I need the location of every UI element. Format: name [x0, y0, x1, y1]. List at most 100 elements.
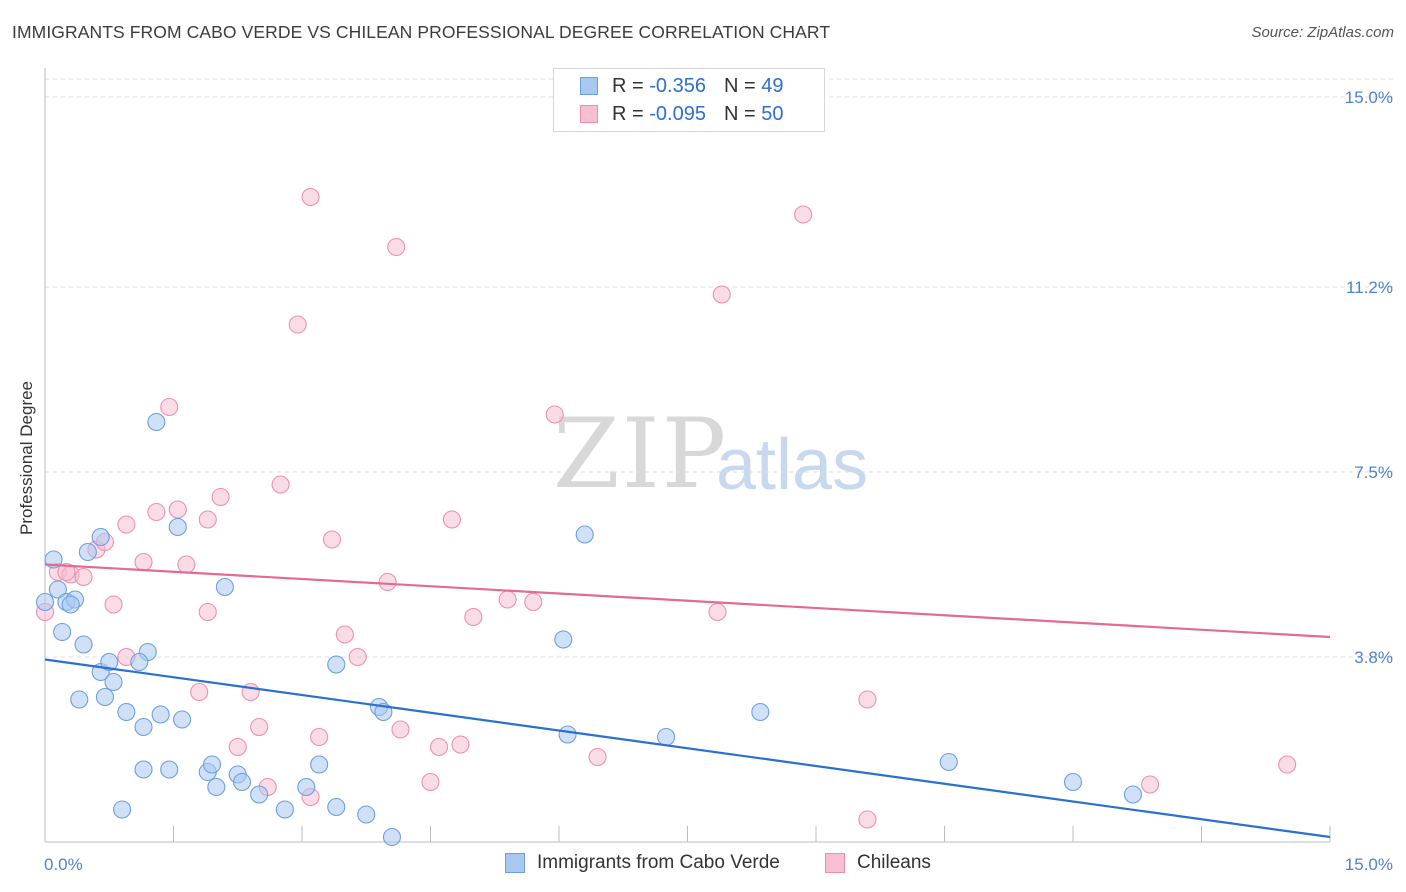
cabo-verde-point	[104, 672, 123, 692]
chilean-point	[387, 237, 406, 257]
watermark-zip: ZIP	[553, 398, 729, 510]
cabo-verde-point	[117, 702, 136, 722]
chilean-point	[134, 552, 153, 572]
chart-title: IMMIGRANTS FROM CABO VERDE VS CHILEAN PR…	[12, 22, 831, 42]
chilean-point	[498, 590, 517, 609]
cabo-verde-point	[48, 580, 67, 599]
chilean-point	[74, 567, 93, 587]
cabo-verde-point	[113, 800, 132, 819]
cabo-verde-point	[151, 705, 170, 724]
r-value: -0.095	[649, 102, 706, 125]
cabo-verde-trendline	[44, 658, 1331, 839]
cabo-verde-point	[91, 527, 110, 547]
correlation-legend: R = -0.356 N = 49 R = -0.095 N = 50	[553, 68, 825, 132]
pink-swatch	[825, 853, 845, 873]
legend-row-cabo-verde: R = -0.356 N = 49	[554, 73, 783, 99]
chilean-point	[588, 747, 607, 767]
legend-item-chileans[interactable]: Chileans	[825, 852, 931, 874]
n-label: N =	[723, 102, 756, 125]
chilean-point	[310, 727, 329, 747]
x-tick-label: 15.0%	[1345, 855, 1393, 874]
watermark-atlas: atlas	[716, 425, 869, 505]
chilean-point	[442, 510, 461, 529]
cabo-verde-point	[70, 690, 89, 709]
cabo-verde-point	[1063, 772, 1083, 792]
chilean-point	[858, 810, 877, 829]
chilean-point	[1141, 775, 1160, 794]
chilean-point	[451, 735, 470, 754]
r-value: -0.356	[649, 74, 706, 97]
cabo-verde-point	[134, 760, 153, 779]
cabo-verde-point	[168, 517, 187, 537]
cabo-verde-point	[203, 755, 222, 774]
cabo-verde-point	[1123, 785, 1143, 804]
chilean-point	[430, 737, 449, 757]
chilean-point	[228, 737, 247, 757]
cabo-verde-point	[35, 592, 55, 612]
cabo-verde-point	[297, 777, 316, 797]
chilean-point	[524, 592, 543, 612]
cabo-verde-point	[575, 525, 594, 544]
cabo-verde-point	[61, 595, 80, 614]
chilean-trendline	[44, 563, 1331, 639]
x-tick-label: 0.0%	[44, 855, 83, 874]
cabo-verde-point	[130, 652, 149, 672]
legend-label-cabo-verde: Immigrants from Cabo Verde	[537, 852, 780, 873]
n-label: N =	[723, 74, 756, 97]
legend-label-chileans: Chileans	[857, 852, 931, 873]
cabo-verde-point	[357, 805, 376, 824]
cabo-verde-point	[215, 577, 234, 597]
chilean-point	[147, 502, 166, 522]
y-tick-label: 7.5%	[1354, 463, 1393, 482]
cabo-verde-point	[74, 635, 93, 654]
chilean-point	[348, 647, 367, 667]
y-tick-label: 15.0%	[1345, 88, 1393, 107]
legend-row-chileans: R = -0.095 N = 50	[554, 101, 783, 127]
chilean-point	[322, 530, 342, 549]
cabo-verde-point	[53, 622, 72, 642]
cabo-verde-point	[554, 630, 573, 649]
chilean-point	[708, 602, 727, 622]
chilean-point	[177, 555, 196, 574]
chilean-point	[335, 625, 354, 644]
cabo-verde-point	[160, 760, 179, 779]
n-value: 50	[761, 102, 784, 125]
blue-swatch	[505, 853, 525, 873]
chilean-point	[250, 717, 269, 737]
cabo-verde-point	[250, 785, 269, 804]
cabo-verde-point	[275, 800, 294, 819]
chilean-point	[378, 572, 397, 592]
chilean-point	[160, 397, 179, 417]
cabo-verde-point	[173, 710, 192, 729]
cabo-verde-point	[310, 755, 329, 774]
chilean-point	[858, 690, 877, 709]
cabo-verde-point	[558, 725, 577, 744]
pink-swatch	[580, 105, 598, 123]
y-axis-label: Professional Degree	[17, 380, 36, 536]
chilean-point	[57, 562, 76, 582]
chilean-point	[301, 187, 320, 207]
n-value: 49	[761, 74, 784, 97]
cabo-verde-point	[78, 542, 97, 562]
chilean-point	[391, 720, 410, 739]
chilean-point	[712, 285, 731, 304]
chilean-point	[190, 682, 209, 702]
chilean-point	[117, 515, 136, 534]
chilean-point	[104, 595, 123, 614]
chilean-point	[464, 607, 483, 627]
chilean-point	[198, 602, 217, 622]
cabo-verde-point	[327, 797, 346, 817]
chilean-point	[271, 475, 290, 494]
cabo-verde-point	[382, 827, 402, 847]
cabo-verde-point	[100, 652, 119, 672]
chilean-point	[545, 405, 564, 424]
r-label: R =	[612, 102, 644, 125]
series-legend: Immigrants from Cabo Verde Chileans	[0, 852, 1406, 878]
cabo-verde-point	[207, 777, 226, 797]
chilean-point	[421, 772, 440, 792]
cabo-verde-point	[751, 702, 770, 722]
legend-item-cabo-verde[interactable]: Immigrants from Cabo Verde	[505, 852, 780, 874]
cabo-verde-point	[939, 752, 958, 772]
cabo-verde-point	[147, 412, 166, 432]
